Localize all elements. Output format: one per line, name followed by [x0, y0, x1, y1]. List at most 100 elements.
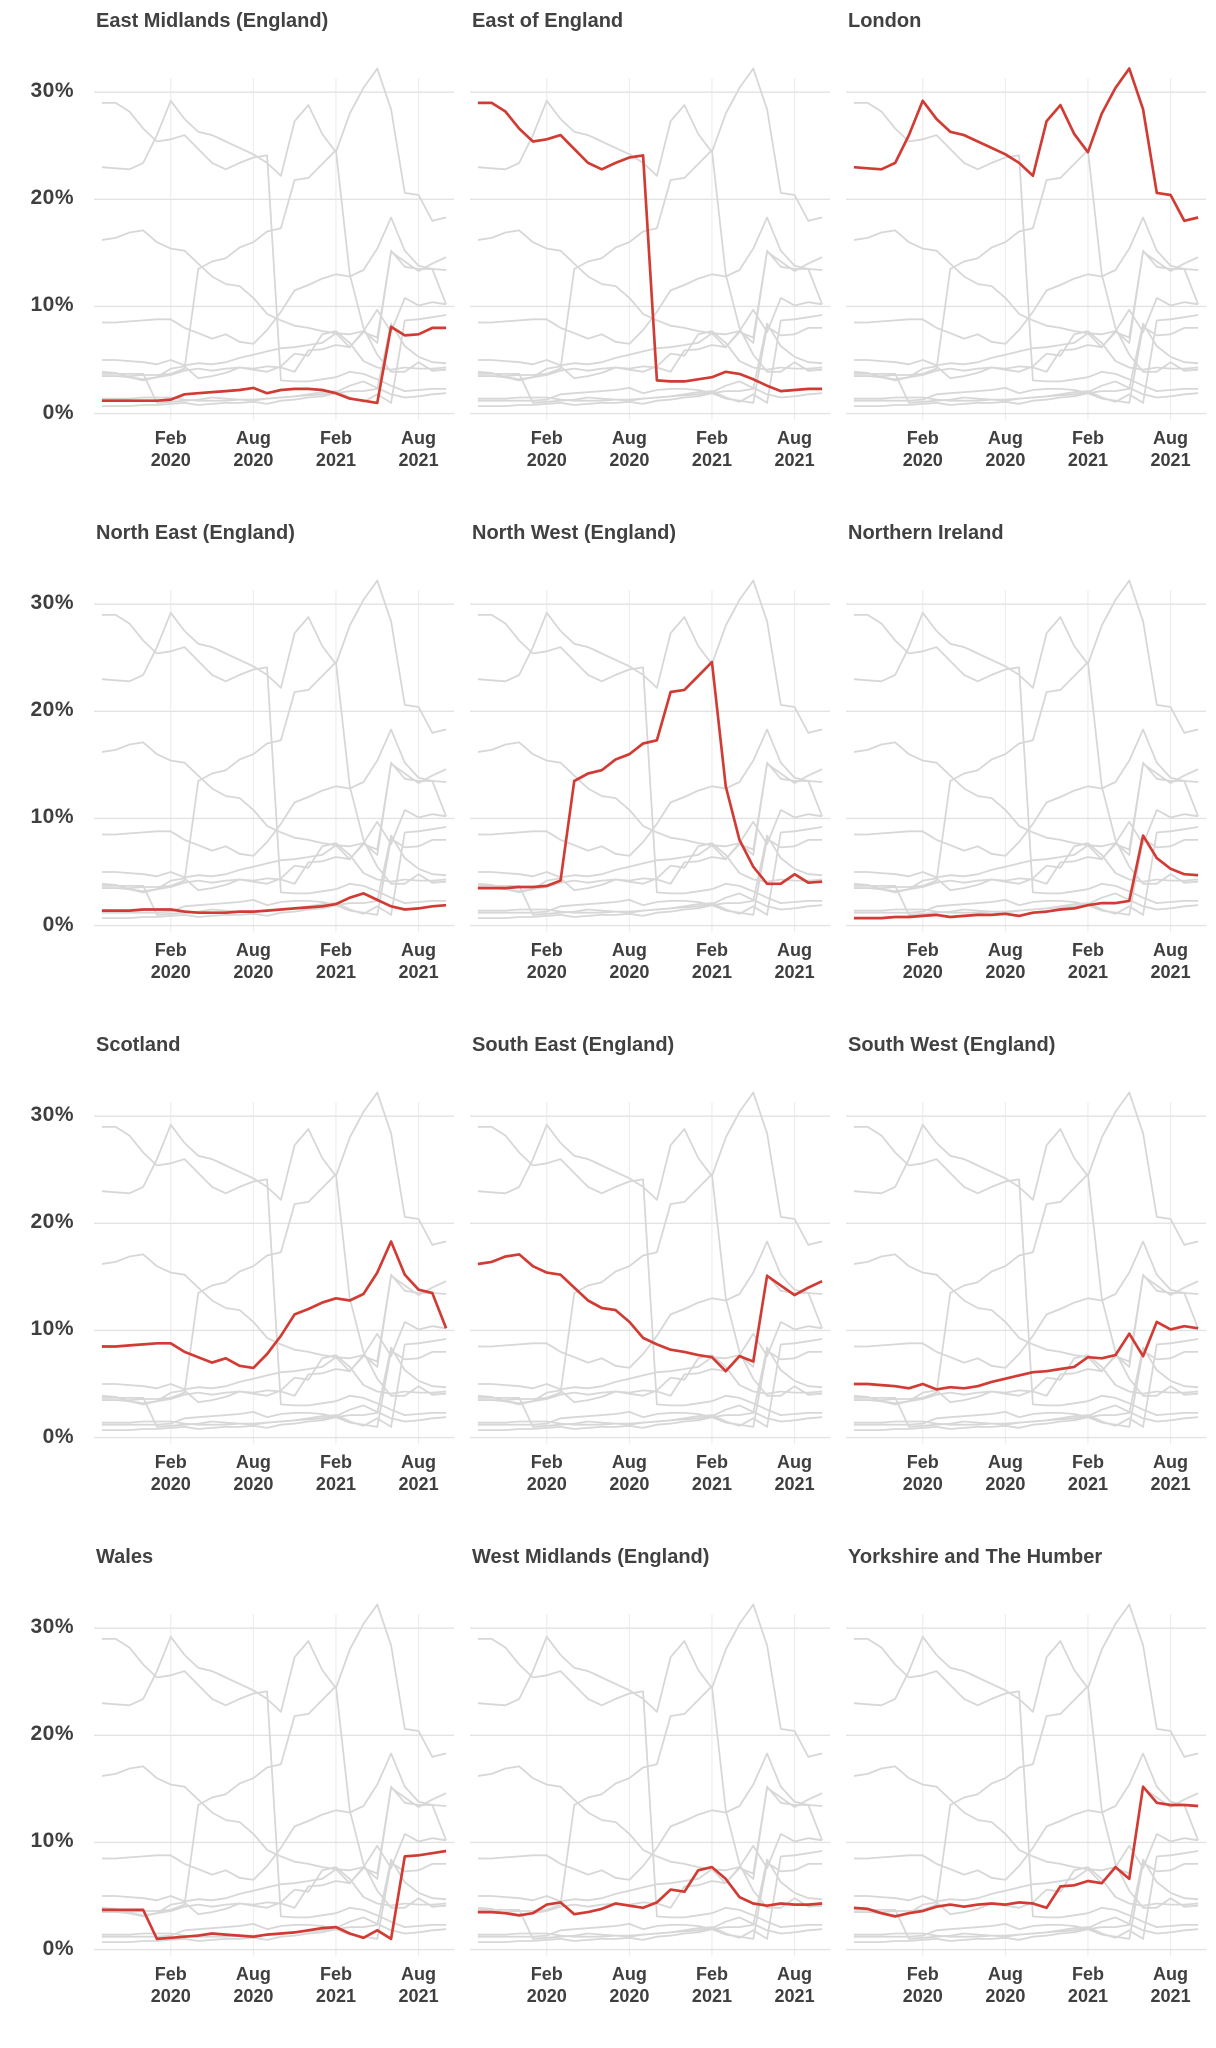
y-tick-label: 10%	[30, 1317, 74, 1341]
x-tick-label: Feb 2021	[1067, 1964, 1108, 2006]
y-tick-label: 10%	[30, 293, 74, 317]
x-axis: Feb 2020 Aug 2020 Feb 2021 Aug 2021	[94, 428, 454, 490]
series-line-highlight	[853, 834, 1199, 920]
x-tick-label: Feb 2020	[150, 1452, 191, 1494]
series-line-muted	[101, 834, 447, 920]
series-line-muted	[101, 579, 447, 734]
series-line-muted	[853, 1338, 1199, 1428]
series-line-muted	[477, 1603, 823, 1758]
x-tick-label: Aug 2020	[233, 1452, 274, 1494]
series-line-muted	[853, 330, 1199, 381]
x-tick-label: Feb 2020	[526, 940, 567, 982]
series-line-muted	[101, 1126, 447, 1417]
series-line-muted	[853, 325, 1199, 404]
y-axis-row-4: 0% 10% 20% 30%	[0, 1536, 78, 2048]
x-tick-label: Aug 2021	[398, 1964, 439, 2006]
chart-north-west	[470, 579, 830, 932]
x-tick-label: Aug 2021	[774, 940, 815, 982]
plot-area	[470, 556, 830, 932]
x-tick-label: Aug 2020	[985, 428, 1026, 470]
x-tick-label: Feb 2021	[691, 1452, 732, 1494]
y-tick-label: 0%	[42, 1936, 74, 1960]
series-line-muted	[101, 837, 447, 916]
x-tick-label: Aug 2021	[1150, 940, 1191, 982]
x-tick-label: Feb 2021	[691, 428, 732, 470]
series-line-muted	[101, 1858, 447, 1944]
plot-area	[94, 44, 454, 420]
x-axis: Feb 2020 Aug 2020 Feb 2021 Aug 2021	[846, 940, 1206, 1002]
series-line-muted	[101, 314, 447, 404]
series-line-muted	[477, 1338, 823, 1428]
x-axis: Feb 2020 Aug 2020 Feb 2021 Aug 2021	[846, 1452, 1206, 1514]
series-line-highlight	[101, 325, 447, 405]
series-line-muted	[477, 1832, 823, 1903]
plot-area	[846, 1068, 1206, 1444]
series-line-muted	[477, 67, 823, 222]
x-tick-label: Feb 2021	[315, 1964, 356, 2006]
series-line-highlight	[477, 1253, 823, 1373]
series-line-muted	[101, 330, 447, 381]
series-line-muted	[477, 1349, 823, 1428]
x-tick-label: Feb 2020	[526, 1452, 567, 1494]
series-line-muted	[853, 1273, 1199, 1406]
x-tick-label: Aug 2020	[985, 1964, 1026, 2006]
x-tick-label: Aug 2021	[774, 1452, 815, 1494]
series-line-muted	[853, 314, 1199, 404]
plot-area	[470, 1580, 830, 1956]
series-line-muted	[101, 1832, 447, 1903]
series-line-muted	[477, 249, 823, 382]
panel-yorkshire-humber: Yorkshire and The Humber Feb 2020 Aug 2020 Fe…	[846, 1536, 1206, 2048]
series-line-muted	[853, 1861, 1199, 1940]
series-line-muted	[477, 1346, 823, 1432]
x-tick-label: Feb 2020	[150, 1964, 191, 2006]
plot-area	[470, 44, 830, 420]
series-line-muted	[477, 728, 823, 857]
series-line-muted	[101, 808, 447, 879]
chart-south-west	[846, 1091, 1206, 1444]
series-line-muted	[477, 1091, 823, 1246]
x-tick-label: Feb 2021	[1067, 940, 1108, 982]
series-line-muted	[853, 1240, 1199, 1369]
x-tick-label: Feb 2021	[691, 940, 732, 982]
series-line-muted	[853, 1752, 1199, 1881]
series-line-muted	[101, 1354, 447, 1405]
series-line-muted	[853, 614, 1199, 905]
x-tick-label: Aug 2020	[609, 428, 650, 470]
x-tick-label: Feb 2020	[902, 940, 943, 982]
series-line-muted	[853, 761, 1199, 894]
series-line-muted	[853, 579, 1199, 734]
x-tick-label: Feb 2020	[150, 940, 191, 982]
x-axis: Feb 2020 Aug 2020 Feb 2021 Aug 2021	[94, 1452, 454, 1514]
series-line-muted	[477, 325, 823, 404]
x-tick-label: Feb 2021	[315, 1452, 356, 1494]
series-line-muted	[101, 296, 447, 367]
series-line-muted	[853, 842, 1199, 893]
panel-title: Wales	[96, 1546, 154, 1568]
series-line-muted	[101, 1346, 447, 1432]
series-line-muted	[101, 614, 447, 905]
panel-east-of-england: East of England Feb 2020 Aug 2020 Feb 2021 Aug 2…	[470, 0, 830, 512]
panel-title: North East (England)	[96, 522, 295, 544]
x-tick-label: Aug 2020	[609, 940, 650, 982]
series-line-highlight	[853, 1320, 1199, 1391]
series-line-muted	[477, 826, 823, 916]
panel-title: Scotland	[96, 1034, 181, 1056]
panel-south-west: South West (England) Feb 2020 Aug 2020 Feb 202…	[846, 1024, 1206, 1536]
panel-london: London Feb 2020 Aug 2020 Feb 2021 Aug 2021	[846, 0, 1206, 512]
series-line-muted	[477, 1240, 823, 1369]
chart-north-east	[94, 579, 454, 932]
y-tick-label: 0%	[42, 1424, 74, 1448]
x-tick-label: Aug 2020	[985, 940, 1026, 982]
series-line-muted	[477, 1320, 823, 1391]
series-line-muted	[853, 1603, 1199, 1758]
y-axis-row-1: 0% 10% 20% 30%	[0, 0, 78, 512]
series-line-muted	[853, 1346, 1199, 1432]
x-tick-label: Feb 2020	[150, 428, 191, 470]
series-line-muted	[477, 837, 823, 916]
y-axis-row-2: 0% 10% 20% 30%	[0, 512, 78, 1024]
series-line-muted	[853, 296, 1199, 367]
panel-title: South West (England)	[848, 1034, 1056, 1056]
x-tick-label: Feb 2020	[902, 1964, 943, 2006]
chart-east-midlands	[94, 67, 454, 420]
series-line-muted	[477, 761, 823, 894]
